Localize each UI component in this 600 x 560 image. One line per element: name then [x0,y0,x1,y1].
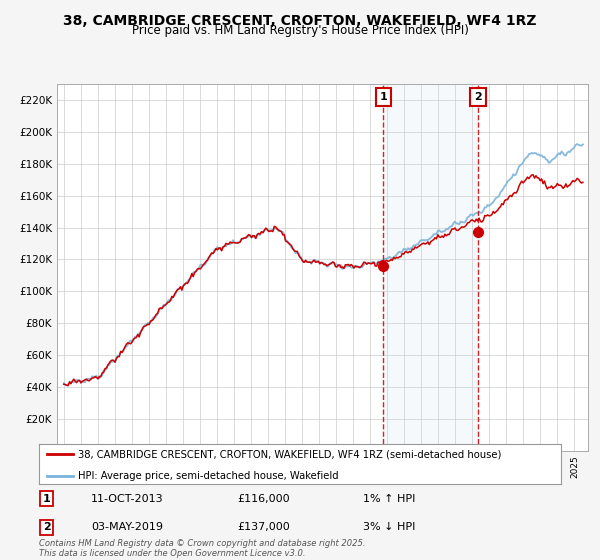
Bar [383,84,478,451]
Text: 03-MAY-2019: 03-MAY-2019 [91,522,163,533]
Text: 1: 1 [380,92,388,102]
Text: 38, CAMBRIDGE CRESCENT, CROFTON, WAKEFIELD, WF4 1RZ: 38, CAMBRIDGE CRESCENT, CROFTON, WAKEFIE… [63,14,537,28]
Text: 1% ↑ HPI: 1% ↑ HPI [362,493,415,503]
Text: 2: 2 [474,92,482,102]
Text: Contains HM Land Registry data © Crown copyright and database right 2025.
This d: Contains HM Land Registry data © Crown c… [39,539,365,558]
Text: Price paid vs. HM Land Registry's House Price Index (HPI): Price paid vs. HM Land Registry's House … [131,24,469,38]
Text: 1: 1 [43,493,51,503]
Text: HPI: Average price, semi-detached house, Wakefield: HPI: Average price, semi-detached house,… [78,470,339,480]
Text: £137,000: £137,000 [238,522,290,533]
Text: 38, CAMBRIDGE CRESCENT, CROFTON, WAKEFIELD, WF4 1RZ (semi-detached house): 38, CAMBRIDGE CRESCENT, CROFTON, WAKEFIE… [78,449,502,459]
Text: 3% ↓ HPI: 3% ↓ HPI [362,522,415,533]
Text: 2: 2 [43,522,51,533]
Text: 11-OCT-2013: 11-OCT-2013 [91,493,164,503]
Text: £116,000: £116,000 [238,493,290,503]
